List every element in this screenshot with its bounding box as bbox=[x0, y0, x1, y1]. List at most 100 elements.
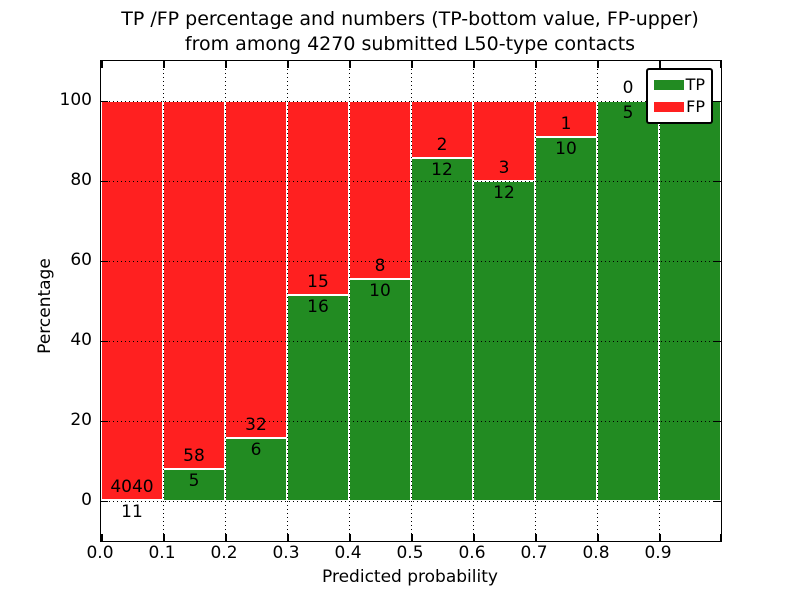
horizontal-gridline bbox=[101, 341, 721, 342]
fp-count-label: 3 bbox=[498, 158, 510, 178]
x-tick-mark bbox=[225, 534, 227, 541]
bar-segment-fp bbox=[349, 101, 411, 279]
fp-count-label: 1 bbox=[560, 114, 572, 135]
tp-count-label: 10 bbox=[555, 139, 577, 160]
x-tick-label: 0.8 bbox=[582, 543, 610, 563]
x-tick-mark bbox=[720, 534, 722, 541]
tp-count-label: 11 bbox=[121, 501, 143, 522]
x-tick-mark bbox=[597, 61, 599, 68]
fp-count-label: 4040 bbox=[110, 476, 154, 497]
legend-row: FP bbox=[648, 96, 711, 118]
legend-label-tp: TP bbox=[685, 75, 705, 94]
x-tick-label: 0.7 bbox=[520, 543, 548, 563]
x-tick-mark bbox=[659, 534, 661, 541]
legend-row: TP bbox=[648, 74, 711, 96]
x-axis-label: Predicted probability bbox=[322, 567, 498, 587]
y-tick-label: 80 bbox=[70, 170, 92, 190]
y-tick-label: 40 bbox=[70, 330, 92, 350]
tp-count-label: 5 bbox=[188, 471, 200, 492]
tp-count-label: 12 bbox=[493, 183, 515, 203]
y-tick-label: 0 bbox=[81, 490, 92, 510]
x-tick-mark bbox=[163, 534, 165, 541]
y-tick-mark bbox=[101, 100, 108, 102]
vertical-gridline bbox=[597, 61, 598, 541]
x-tick-label: 0.3 bbox=[272, 543, 300, 563]
x-tick-label: 0.6 bbox=[458, 543, 486, 563]
bar-segment-tp bbox=[225, 437, 287, 501]
bar-segment-tp bbox=[349, 278, 411, 501]
horizontal-gridline bbox=[101, 101, 721, 102]
vertical-gridline bbox=[535, 61, 536, 541]
y-tick-label: 20 bbox=[70, 410, 92, 430]
x-tick-mark bbox=[349, 534, 351, 541]
y-tick-mark bbox=[714, 100, 721, 102]
y-tick-mark bbox=[714, 420, 721, 422]
y-axis-label: Percentage bbox=[35, 258, 55, 354]
chart-title-line2: from among 4270 submitted L50-type conta… bbox=[184, 33, 636, 55]
x-tick-mark bbox=[720, 61, 722, 68]
bar-segment-tp bbox=[163, 469, 225, 501]
y-tick-label: 100 bbox=[59, 90, 92, 110]
bar-segment-fp bbox=[101, 101, 163, 500]
x-tick-label: 0.9 bbox=[644, 543, 672, 563]
fp-count-label: 0 bbox=[622, 78, 634, 98]
chart-title-line1: TP /FP percentage and numbers (TP-bottom… bbox=[121, 8, 699, 30]
fp-count-label: 2 bbox=[436, 135, 448, 156]
tp-count-label: 10 bbox=[369, 280, 391, 301]
tp-count-label: 6 bbox=[250, 439, 262, 460]
tp-count-label: 12 bbox=[431, 160, 453, 181]
x-tick-label: 0.5 bbox=[396, 543, 424, 563]
y-tick-mark bbox=[714, 180, 721, 182]
bar-segment-tp bbox=[597, 101, 659, 501]
horizontal-gridline bbox=[101, 501, 721, 502]
tp-count-label: 16 bbox=[307, 296, 329, 317]
x-tick-mark bbox=[411, 61, 413, 68]
x-tick-mark bbox=[101, 534, 103, 541]
x-tick-label: 0.1 bbox=[148, 543, 176, 563]
horizontal-gridline bbox=[101, 421, 721, 422]
legend-swatch-tp bbox=[654, 80, 684, 90]
legend-label-fp: FP bbox=[686, 97, 705, 116]
bar-segment-fp bbox=[287, 101, 349, 295]
vertical-gridline bbox=[225, 61, 226, 541]
vertical-gridline bbox=[287, 61, 288, 541]
x-tick-mark bbox=[163, 61, 165, 68]
x-tick-mark bbox=[287, 61, 289, 68]
y-tick-mark bbox=[714, 500, 721, 502]
x-tick-mark bbox=[535, 61, 537, 68]
legend: TP FP bbox=[646, 68, 713, 124]
x-tick-label: 0.0 bbox=[86, 543, 114, 563]
y-tick-label: 60 bbox=[70, 250, 92, 270]
x-tick-label: 0.2 bbox=[210, 543, 238, 563]
bar-segment-tp bbox=[411, 158, 473, 501]
fp-count-label: 8 bbox=[374, 255, 386, 276]
y-tick-mark bbox=[101, 420, 108, 422]
fp-count-label: 32 bbox=[245, 414, 267, 435]
bar-segment-tp bbox=[535, 137, 597, 501]
x-tick-mark bbox=[287, 534, 289, 541]
vertical-gridline bbox=[659, 61, 660, 541]
y-tick-mark bbox=[101, 180, 108, 182]
y-tick-mark bbox=[714, 340, 721, 342]
chart-title: TP /FP percentage and numbers (TP-bottom… bbox=[100, 7, 720, 57]
bar-segment-fp bbox=[473, 101, 535, 181]
x-tick-mark bbox=[473, 534, 475, 541]
x-tick-mark bbox=[473, 61, 475, 68]
y-tick-mark bbox=[101, 500, 108, 502]
x-tick-mark bbox=[349, 61, 351, 68]
y-tick-mark bbox=[101, 340, 108, 342]
vertical-gridline bbox=[349, 61, 350, 541]
vertical-gridline bbox=[411, 61, 412, 541]
y-tick-mark bbox=[714, 260, 721, 262]
horizontal-gridline bbox=[101, 181, 721, 182]
legend-swatch-fp bbox=[654, 102, 684, 112]
x-tick-mark bbox=[659, 61, 661, 68]
bar-segment-tp bbox=[287, 294, 349, 501]
x-tick-mark bbox=[535, 534, 537, 541]
bar-segment-tp bbox=[659, 101, 721, 501]
bar-segment-fp bbox=[163, 101, 225, 470]
x-tick-mark bbox=[101, 61, 103, 68]
x-tick-mark bbox=[411, 534, 413, 541]
